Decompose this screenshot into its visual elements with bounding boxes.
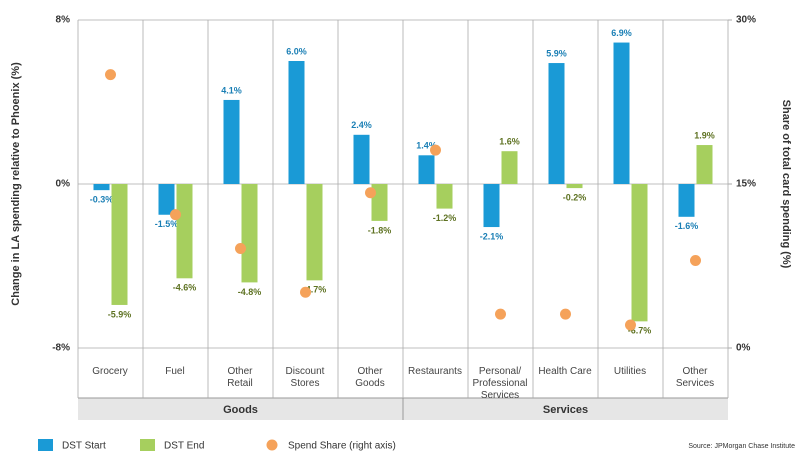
data-label: 5.9% [546, 48, 567, 58]
x-tick-label: Utilities [613, 366, 647, 377]
y2-axis-title: Share of total card spending (%) [780, 100, 792, 269]
x-tick-label: Fuel [165, 366, 185, 377]
data-label: -0.2% [563, 192, 587, 202]
data-label: 2.4% [351, 120, 372, 130]
x-tick-label: Other Retail [227, 366, 253, 389]
dot [365, 187, 376, 199]
bar [353, 134, 370, 184]
group-label: Services [543, 404, 588, 416]
x-tick-label: Other Goods [355, 366, 385, 389]
y-axis-title: Change in LA spending relative to Phoeni… [10, 62, 22, 306]
legend-label: DST Start [62, 441, 106, 452]
bar [418, 155, 435, 184]
dot [235, 243, 246, 255]
bar [566, 184, 583, 189]
bar [548, 63, 565, 184]
legend-label: Spend Share (right axis) [288, 441, 396, 452]
data-label: -4.7% [303, 285, 327, 295]
source: Source: JPMorgan Chase Institute [688, 443, 795, 450]
x-tick-label: Discount Stores [285, 366, 325, 389]
y2-tick-label: 0% [736, 343, 751, 354]
dot [495, 308, 506, 320]
data-label: -0.3% [90, 195, 114, 205]
x-tick-label: Other Services [675, 366, 715, 389]
y2-tick-label: 15% [736, 179, 756, 190]
x-tick-label: Restaurants [408, 366, 462, 377]
bar [501, 151, 518, 184]
legend-swatch [266, 439, 278, 451]
dot [560, 308, 571, 320]
y-tick-label: -8% [52, 343, 70, 354]
bar [631, 184, 648, 322]
dot [690, 255, 701, 267]
data-label: -1.2% [433, 213, 457, 223]
dot [430, 144, 441, 156]
y2-tick-label: 30% [736, 15, 756, 26]
dot [300, 286, 311, 298]
bar [436, 184, 453, 209]
data-label: -6.7% [628, 326, 652, 336]
bar [241, 184, 258, 283]
bar [111, 184, 128, 305]
bar [176, 184, 193, 279]
data-label: 1.6% [499, 137, 520, 147]
bar [613, 42, 630, 184]
bar [158, 184, 175, 215]
data-label: 6.0% [286, 46, 307, 56]
data-label: -5.9% [108, 309, 132, 319]
bar [93, 184, 110, 191]
data-label: -1.5% [155, 219, 179, 229]
x-tick-label: Grocery [92, 366, 128, 377]
bar [678, 184, 695, 217]
x-tick-label: Personal/ Professional Services [472, 366, 528, 401]
data-label: -1.8% [368, 225, 392, 235]
data-label: 4.1% [221, 85, 242, 95]
data-label: 1.4% [416, 141, 437, 151]
y-tick-label: 0% [56, 179, 71, 190]
data-label: -2.1% [480, 231, 504, 241]
data-label: 6.9% [611, 28, 632, 38]
bar [483, 184, 500, 228]
x-tick-label: Health Care [538, 366, 592, 377]
data-label: -1.6% [675, 221, 699, 231]
legend-swatch [140, 439, 155, 451]
data-label: -4.8% [238, 287, 262, 297]
bar [306, 184, 323, 281]
bar [288, 61, 305, 184]
bar [696, 145, 713, 184]
data-label: -4.6% [173, 283, 197, 293]
legend-label: DST End [164, 441, 204, 452]
bar [223, 99, 240, 184]
legend-swatch [38, 439, 53, 451]
group-label: Goods [223, 404, 258, 416]
dot [625, 319, 636, 331]
dot [170, 209, 181, 221]
data-label: 1.9% [694, 130, 715, 140]
dot [105, 69, 116, 81]
y-tick-label: 8% [56, 15, 71, 26]
